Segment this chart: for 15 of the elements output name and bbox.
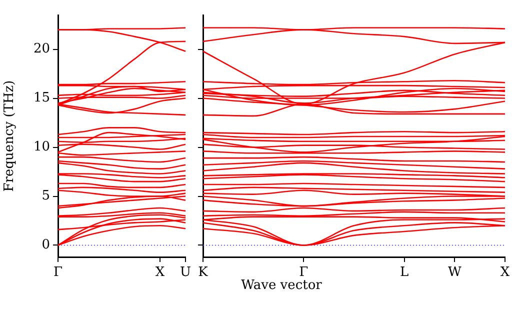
x-tick-label: Γ <box>299 265 308 280</box>
x-tick-label: K <box>198 265 208 280</box>
y-axis-title: Frequency (THz) <box>2 80 18 192</box>
x-tick-label: U <box>180 265 192 280</box>
y-tick-label: 0 <box>42 238 50 253</box>
x-axis-title: Wave vector <box>241 278 322 293</box>
x-tick-label: X <box>155 265 166 280</box>
x-tick-label: Γ <box>53 265 63 280</box>
x-tick-label: X <box>500 265 510 280</box>
y-tick-label: 20 <box>33 42 50 57</box>
x-tick-label: L <box>400 265 410 280</box>
y-tick-label: 15 <box>33 90 50 106</box>
y-tick-label: 10 <box>33 140 50 155</box>
y-tick-label: 5 <box>42 188 50 204</box>
x-tick-label: W <box>448 265 462 280</box>
